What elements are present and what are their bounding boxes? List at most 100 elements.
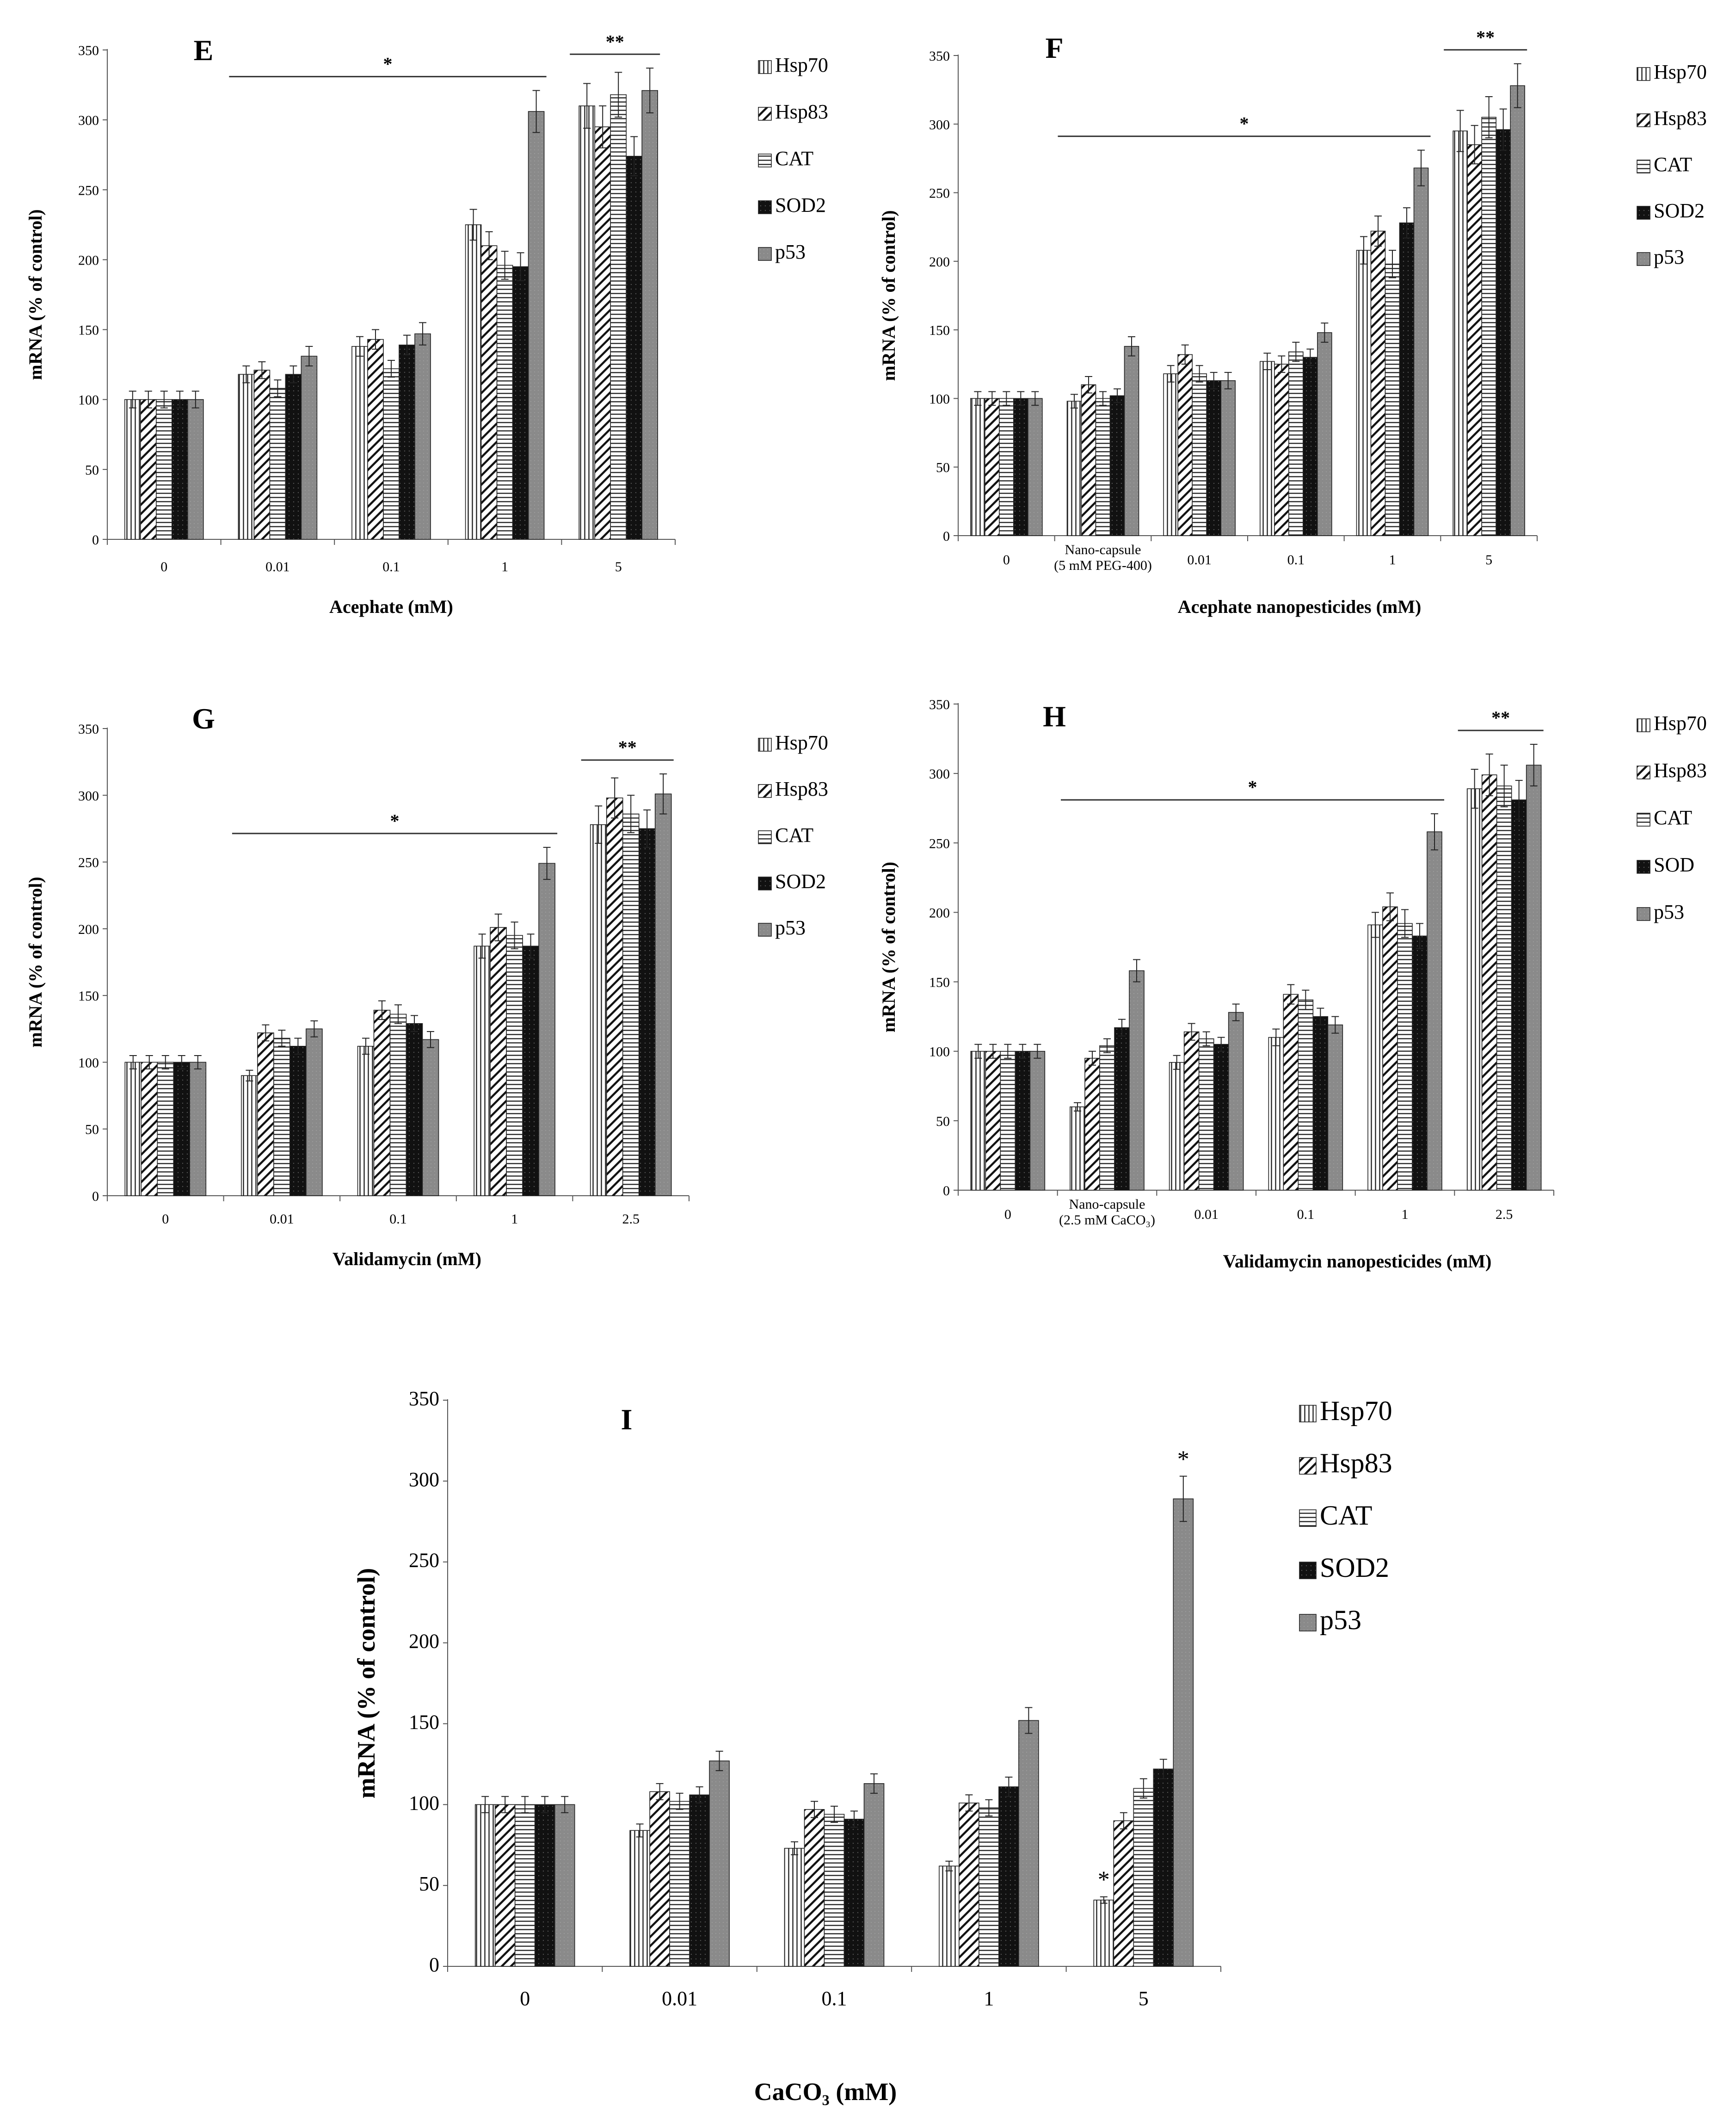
legend-swatch-p53 <box>1299 1614 1317 1631</box>
legend-label-hsp70: Hsp70 <box>1654 712 1707 735</box>
legend-swatch-cat <box>1637 160 1650 173</box>
bar-sod2 <box>1013 398 1028 536</box>
bar-hsp70 <box>1260 361 1275 536</box>
bar-hsp70 <box>939 1866 960 1967</box>
bar-p53 <box>189 1062 207 1196</box>
y-tick-label: 350 <box>78 722 99 737</box>
bar-hsp70 <box>970 398 985 536</box>
x-tick-label: 2.5 <box>622 1211 640 1227</box>
bar-cat <box>383 368 400 540</box>
panel-letter: E <box>194 34 214 67</box>
bar-sod2 <box>1303 357 1318 536</box>
bar-p53 <box>538 863 555 1196</box>
bar-hsp83 <box>606 797 623 1196</box>
y-tick-label: 50 <box>85 463 99 478</box>
legend-swatch-hsp70 <box>758 60 772 74</box>
y-tick-label: 250 <box>409 1549 439 1572</box>
legend-swatch-p53 <box>1637 907 1650 921</box>
bar-sod2 <box>534 1804 555 1967</box>
bar-hsp70 <box>124 399 141 540</box>
bar-sod2 <box>512 266 529 540</box>
bar-cat <box>1095 398 1111 536</box>
bar-sod2 <box>689 1794 710 1967</box>
bar-cat <box>1198 1038 1214 1191</box>
bar-hsp70 <box>474 945 491 1196</box>
bar-sod2 <box>289 1046 307 1196</box>
panel-I-chart: I 0 50 100 150 200 250 300 350 0 0.01 0.1 1 5 * * mRNA (… <box>352 1387 1392 2106</box>
legend-swatch-sod2 <box>758 877 772 890</box>
y-tick-label: 100 <box>929 391 950 407</box>
bar-hsp83 <box>1283 994 1299 1191</box>
panel-letter: F <box>1045 31 1063 64</box>
legend-label-hsp70: Hsp70 <box>1654 61 1707 83</box>
legend-label-p53: p53 <box>1654 246 1684 268</box>
bar-cat <box>1288 351 1304 536</box>
bar-cat <box>669 1801 690 1967</box>
legend-label-sod2: SOD2 <box>775 870 826 893</box>
bar-hsp83 <box>140 399 157 540</box>
panel-letter: I <box>621 1403 633 1436</box>
significance-marker: * <box>1177 1446 1189 1472</box>
bar-p53 <box>306 1028 323 1196</box>
bar-cat <box>1192 373 1207 536</box>
significance-marker: ** <box>1491 707 1510 728</box>
y-tick-label: 50 <box>419 1872 439 1895</box>
bar-cat <box>1385 263 1400 536</box>
legend-label-cat: CAT <box>1654 806 1692 829</box>
significance-marker: ** <box>606 31 624 52</box>
legend-swatch-hsp70 <box>1637 67 1650 81</box>
y-tick-label: 350 <box>929 49 950 64</box>
bar-p53 <box>1018 1720 1039 1967</box>
bar-sod2 <box>626 155 642 540</box>
legend-label-cat: CAT <box>775 824 813 846</box>
bar-sod <box>1312 1016 1329 1191</box>
y-tick-label: 300 <box>78 113 99 128</box>
y-tick-label: 150 <box>78 988 99 1004</box>
x-tick-label: 1 <box>501 559 508 575</box>
bar-p53 <box>528 111 545 540</box>
legend-label-hsp83: Hsp83 <box>1654 107 1707 130</box>
legend-swatch-hsp70 <box>1299 1405 1317 1422</box>
bar-hsp70 <box>1070 1106 1085 1191</box>
legend-label-sod2: SOD2 <box>1320 1552 1389 1583</box>
y-tick-label: 350 <box>78 43 99 58</box>
y-axis-title: mRNA (% of control) <box>878 210 899 381</box>
legend-swatch-p53 <box>758 247 772 261</box>
bar-cat <box>1496 785 1512 1191</box>
legend-label-hsp83: Hsp83 <box>1654 759 1707 782</box>
y-tick-label: 0 <box>943 529 950 544</box>
bar-hsp70 <box>241 1075 258 1196</box>
bar-sod2 <box>285 374 302 540</box>
bar-sod2 <box>1206 380 1221 536</box>
legend-swatch-hsp83 <box>1637 113 1650 127</box>
bar-p53 <box>1124 346 1139 536</box>
x-tick-label: 5 <box>615 559 622 575</box>
x-tick-label: 0 <box>520 1987 530 2010</box>
significance-marker: ** <box>618 737 637 758</box>
bar-sod2 <box>399 345 415 540</box>
y-axis-title: mRNA (% of control) <box>25 877 46 1047</box>
legend-swatch-hsp83 <box>1637 766 1650 779</box>
legend-label-hsp83: Hsp83 <box>775 100 828 123</box>
x-tick-label: 0.1 <box>1297 1207 1315 1222</box>
bar-cat <box>622 813 640 1196</box>
x-tick-label: 0.01 <box>662 1987 697 2010</box>
x-tick-label: 1 <box>984 1987 994 2010</box>
bar-cat <box>1099 1045 1115 1191</box>
y-tick-label: 0 <box>943 1183 950 1199</box>
legend-label-p53: p53 <box>775 916 806 939</box>
bar-sod2 <box>173 1062 191 1196</box>
bar-hsp70 <box>238 374 255 540</box>
x-tick-label: 0.1 <box>389 1211 407 1227</box>
legend-label-hsp83: Hsp83 <box>1320 1448 1392 1478</box>
bar-p53 <box>641 90 658 540</box>
bar-p53 <box>1510 85 1525 536</box>
bar-hsp83 <box>1177 354 1193 536</box>
bar-sod <box>1015 1050 1031 1191</box>
bar-sod2 <box>1399 222 1415 536</box>
bar-hsp83 <box>1382 906 1398 1191</box>
bar-cat <box>979 1807 999 1967</box>
bar-sod2 <box>171 399 188 540</box>
y-tick-label: 150 <box>929 323 950 338</box>
bar-p53 <box>1427 831 1442 1191</box>
